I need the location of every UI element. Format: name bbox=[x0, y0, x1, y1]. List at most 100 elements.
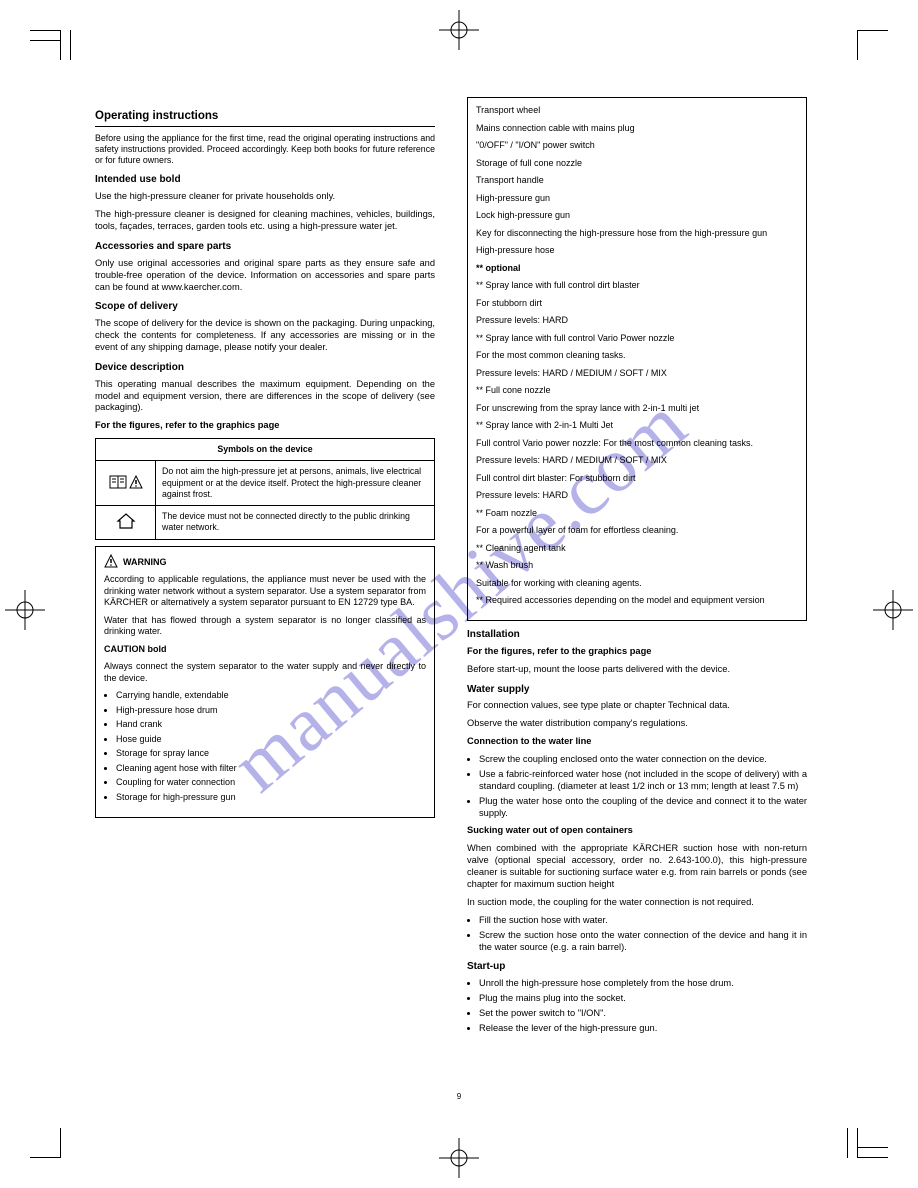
list-item: Plug the mains plug into the socket. bbox=[479, 993, 807, 1005]
list-item: Hand crank bbox=[116, 719, 426, 731]
registration-mark-bottom bbox=[439, 1138, 479, 1178]
right-box: Transport wheel Mains connection cable w… bbox=[467, 97, 807, 621]
heading-device-description: Device description bbox=[95, 362, 435, 375]
list-item: Hose guide bbox=[116, 734, 426, 746]
list-item: Storage for spray lance bbox=[116, 748, 426, 760]
opt1-desc: For stubborn dirt bbox=[476, 298, 798, 310]
box-line: "0/OFF" / "I/ON" power switch bbox=[476, 140, 798, 152]
opt4b-levels: Pressure levels: HARD bbox=[476, 490, 798, 502]
book-warning-text: Do not aim the high-pressure jet at pers… bbox=[156, 461, 435, 506]
page-number: 9 bbox=[95, 1092, 823, 1101]
page-content: Operating instructions Before using the … bbox=[95, 85, 823, 1103]
suck-p1: When combined with the appropriate KÄRCH… bbox=[467, 843, 807, 891]
box-line: Storage of full cone nozzle bbox=[476, 158, 798, 170]
crop-mark-bl bbox=[30, 1118, 70, 1158]
opt2-levels: Pressure levels: HARD / MEDIUM / SOFT / … bbox=[476, 368, 798, 380]
box-line: Key for disconnecting the high-pressure … bbox=[476, 228, 798, 240]
crop-mark-br bbox=[848, 1118, 888, 1158]
intro-text: Before using the appliance for the first… bbox=[95, 133, 435, 167]
table-row: The device must not be connected directl… bbox=[96, 506, 435, 540]
heading-installation: Installation bbox=[467, 629, 807, 642]
opt3: ** Full cone nozzle bbox=[476, 385, 798, 397]
heading-operating-instructions: Operating instructions bbox=[95, 109, 435, 127]
registration-mark-right bbox=[873, 590, 913, 630]
list-item: Screw the suction hose onto the water co… bbox=[479, 930, 807, 954]
device-p2: For the figures, refer to the graphics p… bbox=[95, 420, 435, 432]
opt4-desc: Full control Vario power nozzle: For the… bbox=[476, 438, 798, 450]
opt6: ** Cleaning agent tank bbox=[476, 543, 798, 555]
list-item: Carrying handle, extendable bbox=[116, 690, 426, 702]
warning-label: WARNING bbox=[123, 557, 167, 569]
right-column: Transport wheel Mains connection cable w… bbox=[467, 97, 807, 1041]
intended-p2: The high-pressure cleaner is designed fo… bbox=[95, 209, 435, 233]
left-column: Operating instructions Before using the … bbox=[95, 109, 435, 818]
hose-list: Screw the coupling enclosed onto the wat… bbox=[467, 754, 807, 819]
symbols-caption: Symbols on the device bbox=[96, 439, 435, 461]
list-item: Use a fabric-reinforced water hose (not … bbox=[479, 769, 807, 793]
symbols-table: Symbols on the device Do not aim the hig… bbox=[95, 438, 435, 540]
opt2: ** Spray lance with full control Vario P… bbox=[476, 333, 798, 345]
opt4: ** Spray lance with 2-in-1 Multi Jet bbox=[476, 420, 798, 432]
list-item: Coupling for water connection bbox=[116, 777, 426, 789]
box-line: Lock high-pressure gun bbox=[476, 210, 798, 222]
list-item: Screw the coupling enclosed onto the wat… bbox=[479, 754, 807, 766]
heading-water-supply: Water supply bbox=[467, 684, 807, 697]
warning-box: WARNING According to applicable regulati… bbox=[95, 546, 435, 818]
list-item: High-pressure hose drum bbox=[116, 705, 426, 717]
crop-mark-tl bbox=[30, 30, 70, 70]
house-text: The device must not be connected directl… bbox=[156, 506, 435, 540]
suck-p2: In suction mode, the coupling for the wa… bbox=[467, 897, 807, 909]
warning-p2: Water that has flowed through a system s… bbox=[104, 615, 426, 638]
suck-list: Fill the suction hose with water. Screw … bbox=[467, 915, 807, 954]
registration-mark-left bbox=[5, 590, 45, 630]
water-p2: Observe the water distribution company's… bbox=[467, 718, 807, 730]
list-item: Release the lever of the high-pressure g… bbox=[479, 1023, 807, 1035]
box-line: Mains connection cable with mains plug bbox=[476, 123, 798, 135]
opt7: ** Wash brush bbox=[476, 560, 798, 572]
warning-p4: Always connect the system separator to t… bbox=[104, 661, 426, 684]
house-icon bbox=[96, 506, 156, 540]
list-item: Set the power switch to "I/ON". bbox=[479, 1008, 807, 1020]
warning-list: Carrying handle, extendable High-pressur… bbox=[104, 690, 426, 803]
list-item: Cleaning agent hose with filter bbox=[116, 763, 426, 775]
opt-summary: ** Required accessories depending on the… bbox=[476, 595, 798, 607]
heading-intended-use: Intended use bold bbox=[95, 174, 435, 187]
opt5: ** Foam nozzle bbox=[476, 508, 798, 520]
opt4b: Full control dirt blaster: For stubborn … bbox=[476, 473, 798, 485]
warning-p3: CAUTION bold bbox=[104, 644, 426, 656]
heading-hose: Connection to the water line bbox=[467, 736, 807, 748]
device-p1: This operating manual describes the maxi… bbox=[95, 379, 435, 415]
box-line: High-pressure hose bbox=[476, 245, 798, 257]
install-p2: Before start-up, mount the loose parts d… bbox=[467, 664, 807, 676]
book-warning-icon bbox=[96, 461, 156, 506]
opt4-levels: Pressure levels: HARD / MEDIUM / SOFT / … bbox=[476, 455, 798, 467]
warning-p1: According to applicable regulations, the… bbox=[104, 574, 426, 609]
box-line: High-pressure gun bbox=[476, 193, 798, 205]
accessories-p1: Only use original accessories and origin… bbox=[95, 258, 435, 294]
optional-label: ** optional bbox=[476, 263, 798, 275]
scope-p1: The scope of delivery for the device is … bbox=[95, 318, 435, 354]
list-item: Plug the water hose onto the coupling of… bbox=[479, 796, 807, 820]
box-line: Transport wheel bbox=[476, 105, 798, 117]
box-line: Transport handle bbox=[476, 175, 798, 187]
intended-p1: Use the high-pressure cleaner for privat… bbox=[95, 191, 435, 203]
water-p1: For connection values, see type plate or… bbox=[467, 700, 807, 712]
registration-mark-top bbox=[439, 10, 479, 50]
startup-list: Unroll the high-pressure hose completely… bbox=[467, 978, 807, 1035]
opt7-desc: Suitable for working with cleaning agent… bbox=[476, 578, 798, 590]
install-p1: For the figures, refer to the graphics p… bbox=[467, 646, 807, 658]
crop-mark-tr bbox=[848, 30, 888, 70]
heading-startup: Start-up bbox=[467, 961, 807, 974]
list-item: Storage for high-pressure gun bbox=[116, 792, 426, 804]
opt2-desc: For the most common cleaning tasks. bbox=[476, 350, 798, 362]
opt3-desc: For unscrewing from the spray lance with… bbox=[476, 403, 798, 415]
heading-scope: Scope of delivery bbox=[95, 301, 435, 314]
opt1: ** Spray lance with full control dirt bl… bbox=[476, 280, 798, 292]
warning-icon bbox=[104, 554, 118, 572]
heading-suction: Sucking water out of open containers bbox=[467, 825, 807, 837]
opt1-levels: Pressure levels: HARD bbox=[476, 315, 798, 327]
list-item: Unroll the high-pressure hose completely… bbox=[479, 978, 807, 990]
heading-accessories: Accessories and spare parts bbox=[95, 241, 435, 254]
opt5-desc: For a powerful layer of foam for effortl… bbox=[476, 525, 798, 537]
list-item: Fill the suction hose with water. bbox=[479, 915, 807, 927]
